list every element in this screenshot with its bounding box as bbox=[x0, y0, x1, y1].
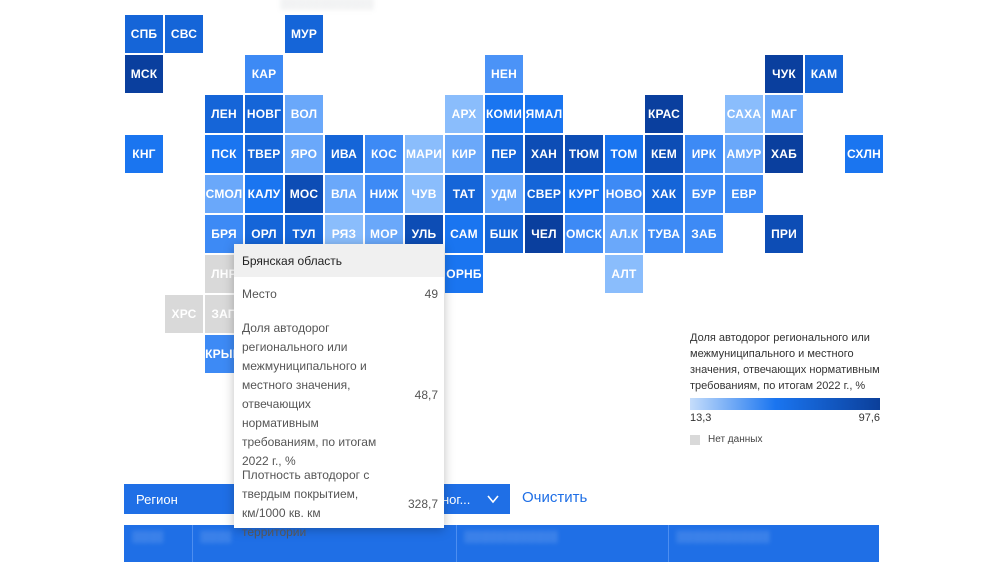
region-tile[interactable]: ИВА bbox=[325, 135, 363, 173]
region-tile[interactable]: БРЯ bbox=[205, 215, 243, 253]
region-tile[interactable]: АРХ bbox=[445, 95, 483, 133]
region-tile[interactable]: КОМИ bbox=[485, 95, 523, 133]
region-tile[interactable]: КИР bbox=[445, 135, 483, 173]
region-tile[interactable]: ЧУК bbox=[765, 55, 803, 93]
tooltip-label: Плотность автодорог с твердым покрытием,… bbox=[242, 468, 370, 539]
region-tile[interactable]: ТВЕР bbox=[245, 135, 283, 173]
indicator-select[interactable]: ног... bbox=[434, 484, 510, 514]
table-header-col-2[interactable]: ░░░░ bbox=[200, 531, 232, 543]
region-tile[interactable]: СВС bbox=[165, 15, 203, 53]
tooltip-label: Место bbox=[242, 287, 277, 301]
region-tile[interactable]: МОС bbox=[285, 175, 323, 213]
region-tile[interactable]: ТУВА bbox=[645, 215, 683, 253]
region-tile[interactable]: ЧУВ bbox=[405, 175, 443, 213]
region-tile[interactable]: СВЕР bbox=[525, 175, 563, 213]
region-tile[interactable]: ВЛА bbox=[325, 175, 363, 213]
region-tile[interactable]: ХРС bbox=[165, 295, 203, 333]
region-tile[interactable]: ПЕР bbox=[485, 135, 523, 173]
region-tile[interactable]: КНГ bbox=[125, 135, 163, 173]
region-tile[interactable]: ОМСК bbox=[565, 215, 603, 253]
region-tile[interactable]: ЯРО bbox=[285, 135, 323, 173]
region-tile[interactable]: НОВГ bbox=[245, 95, 283, 133]
tooltip-row-rank: Место 49 bbox=[242, 285, 438, 304]
region-tile[interactable]: ИРК bbox=[685, 135, 723, 173]
table-header-col-4[interactable]: ░░░░░░░░░░░░ bbox=[676, 531, 770, 543]
tooltip-label: Доля автодорог регионального или межмуни… bbox=[242, 321, 377, 468]
region-tile[interactable]: ЯМАЛ bbox=[525, 95, 563, 133]
tooltip-value: 328,7 bbox=[407, 496, 438, 511]
nodata-label: Нет данных bbox=[708, 434, 763, 445]
region-tile[interactable]: САМ bbox=[445, 215, 483, 253]
table-header-col-1[interactable]: ░░░░ bbox=[132, 531, 164, 543]
region-tile[interactable]: САХА bbox=[725, 95, 763, 133]
region-tile[interactable]: УДМ bbox=[485, 175, 523, 213]
region-tile[interactable]: СХЛН bbox=[845, 135, 883, 173]
region-tile[interactable]: КОС bbox=[365, 135, 403, 173]
region-tile[interactable]: ТЮМ bbox=[565, 135, 603, 173]
region-tile[interactable]: СПБ bbox=[125, 15, 163, 53]
legend-max: 97,6 bbox=[858, 412, 880, 424]
region-tile[interactable]: ПСК bbox=[205, 135, 243, 173]
region-tile[interactable]: ЧЕЛ bbox=[525, 215, 563, 253]
region-tile[interactable]: ТОМ bbox=[605, 135, 643, 173]
region-tile[interactable]: ХАБ bbox=[765, 135, 803, 173]
region-tile[interactable]: НИЖ bbox=[365, 175, 403, 213]
region-tile[interactable]: КУРГ bbox=[565, 175, 603, 213]
region-tooltip: Брянская область Место 49 Доля автодорог… bbox=[234, 244, 444, 539]
region-tile[interactable]: КАР bbox=[245, 55, 283, 93]
region-tile[interactable]: БУР bbox=[685, 175, 723, 213]
region-tile[interactable]: ПРИ bbox=[765, 215, 803, 253]
tooltip-value: 49 bbox=[424, 287, 438, 301]
region-tile[interactable]: ТАТ bbox=[445, 175, 483, 213]
tooltip-row-share: Доля автодорог регионального или межмуни… bbox=[242, 319, 438, 471]
region-tile[interactable]: КЕМ bbox=[645, 135, 683, 173]
region-tile[interactable]: МСК bbox=[125, 55, 163, 93]
chevron-down-icon bbox=[487, 495, 499, 504]
region-tile[interactable]: ХАК bbox=[645, 175, 683, 213]
legend: Доля автодорог регионального или межмуни… bbox=[690, 330, 885, 445]
table-header-separator bbox=[456, 525, 457, 562]
region-tile[interactable]: АЛТ bbox=[605, 255, 643, 293]
region-tile[interactable]: КРАС bbox=[645, 95, 683, 133]
clear-link[interactable]: Очистить bbox=[522, 489, 588, 506]
region-tile[interactable]: ЕВР bbox=[725, 175, 763, 213]
region-select-label: Регион bbox=[136, 491, 178, 507]
region-tile[interactable]: КАЛУ bbox=[245, 175, 283, 213]
region-tile[interactable]: АЛ.К bbox=[605, 215, 643, 253]
table-header-separator bbox=[192, 525, 193, 562]
nodata-swatch bbox=[690, 434, 700, 445]
region-tile[interactable]: МАГ bbox=[765, 95, 803, 133]
tooltip-value: 48,7 bbox=[414, 387, 438, 402]
region-tile[interactable]: АМУР bbox=[725, 135, 763, 173]
blurred-header-text: ░░░░░░░░░░░░ bbox=[280, 0, 374, 10]
tooltip-row-density: Плотность автодорог с твердым покрытием,… bbox=[242, 466, 438, 542]
region-tile[interactable]: НЕН bbox=[485, 55, 523, 93]
region-tile[interactable]: МАРИ bbox=[405, 135, 443, 173]
region-tile[interactable]: ЛЕН bbox=[205, 95, 243, 133]
region-tile[interactable]: СМОЛ bbox=[205, 175, 243, 213]
region-tile[interactable]: КАМ bbox=[805, 55, 843, 93]
region-tile[interactable]: МУР bbox=[285, 15, 323, 53]
legend-color-bar bbox=[690, 398, 880, 410]
tooltip-region-name: Брянская область bbox=[234, 244, 444, 277]
region-tile[interactable]: ОРНБ bbox=[445, 255, 483, 293]
legend-ticks: 13,3 97,6 bbox=[690, 412, 880, 424]
region-tile[interactable]: БШК bbox=[485, 215, 523, 253]
region-tile[interactable]: ХАН bbox=[525, 135, 563, 173]
table-header-col-3[interactable]: ░░░░░░░░░░░░ bbox=[464, 531, 558, 543]
region-tile[interactable]: ЗАБ bbox=[685, 215, 723, 253]
region-tile[interactable]: ВОЛ bbox=[285, 95, 323, 133]
legend-nodata: Нет данных bbox=[690, 434, 885, 445]
table-header-separator bbox=[668, 525, 669, 562]
region-tile[interactable]: НОВО bbox=[605, 175, 643, 213]
legend-title: Доля автодорог регионального или межмуни… bbox=[690, 332, 880, 392]
table-header: ░░░░ ░░░░ ░░░░░░░░░░░░ ░░░░░░░░░░░░ bbox=[124, 525, 879, 562]
legend-min: 13,3 bbox=[690, 412, 712, 424]
indicator-select-label: ног... bbox=[442, 491, 471, 507]
